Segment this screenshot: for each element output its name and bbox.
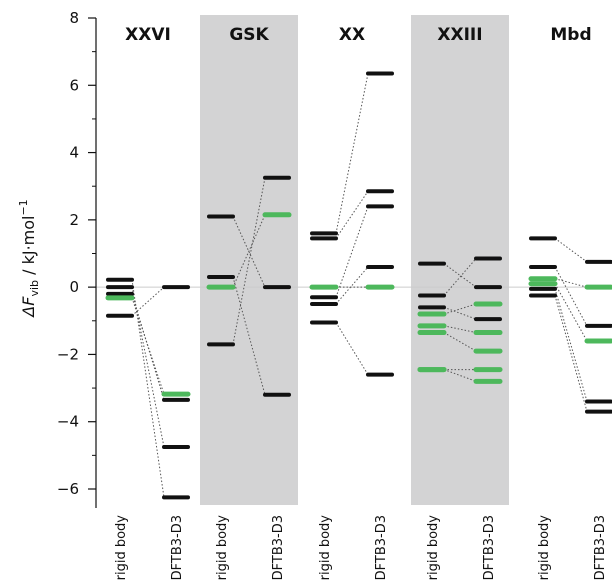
y-tick-label: 0 — [69, 278, 79, 296]
connector-line — [335, 206, 369, 298]
connector-line — [554, 237, 588, 263]
connector-line — [335, 266, 369, 305]
y-axis-title: ΔFvib / kJ·mol−1 — [17, 199, 41, 318]
connector-line — [443, 258, 477, 296]
panel-title-mbd: Mbd — [550, 25, 591, 45]
panel-shading-layer — [200, 15, 509, 505]
connector-line — [443, 306, 477, 320]
method-label-mbd-rigid-body: rigid body — [537, 515, 552, 581]
connector-line — [131, 297, 165, 395]
connector-line — [335, 190, 369, 239]
method-label-gsk-rigid-body: rigid body — [215, 515, 230, 581]
y-tick-label: 6 — [69, 76, 79, 94]
y-tick-label: −4 — [57, 413, 79, 431]
method-label-xxiii-dftb3-d3: DFTB3-D3 — [482, 515, 497, 580]
panel-title-xxvi: XXVI — [125, 25, 171, 45]
y-tick-label: −2 — [57, 345, 79, 363]
connector-line — [443, 332, 477, 352]
panel-shade-gsk — [200, 15, 298, 505]
panel-title-xx: XX — [339, 25, 365, 45]
connector-line — [131, 293, 165, 400]
y-tick-label: 4 — [69, 144, 79, 162]
method-label-xxiii-rigid-body: rigid body — [426, 515, 441, 581]
energy-levels-layer — [105, 71, 612, 500]
connector-line — [443, 369, 477, 382]
connector-line — [232, 276, 266, 395]
method-label-xx-rigid-body: rigid body — [318, 515, 333, 581]
method-label-mbd-dftb3-d3: DFTB3-D3 — [593, 515, 608, 580]
connector-line — [554, 266, 588, 327]
y-tick-label: 8 — [69, 9, 79, 27]
connector-line — [335, 322, 369, 375]
connector-line — [232, 177, 266, 345]
connector-line — [131, 279, 165, 498]
y-axis-title-unit-exponent: −1 — [17, 199, 30, 215]
connector-line — [554, 295, 588, 412]
y-axis-title-subscript: vib — [28, 280, 41, 297]
labels-layer: XXVI rigid body DFTB3-D3 GSK rigid body DFTB3… — [114, 25, 608, 580]
connector-lines-layer — [131, 73, 588, 498]
connector-line — [554, 288, 588, 402]
connector-line — [131, 286, 165, 317]
method-label-gsk-dftb3-d3: DFTB3-D3 — [271, 515, 286, 580]
connector-line — [232, 214, 266, 288]
connector-line — [554, 283, 588, 342]
connector-line — [554, 278, 588, 288]
method-label-xxvi-dftb3-d3: DFTB3-D3 — [170, 515, 185, 580]
panel-title-gsk: GSK — [229, 25, 269, 45]
y-axis: −6 −4 −2 0 2 4 6 8 — [57, 9, 97, 508]
panel-title-xxiii: XXIII — [437, 25, 482, 45]
method-label-xxvi-rigid-body: rigid body — [114, 515, 129, 581]
y-tick-label: −6 — [57, 480, 79, 498]
y-axis-title-unit: / kJ·mol — [19, 216, 38, 280]
connector-line — [335, 73, 369, 234]
connector-line — [131, 287, 165, 448]
y-tick-label: 2 — [69, 211, 79, 229]
method-label-xx-dftb3-d3: DFTB3-D3 — [374, 515, 389, 580]
y-axis-title-symbol: ΔF — [19, 296, 38, 319]
